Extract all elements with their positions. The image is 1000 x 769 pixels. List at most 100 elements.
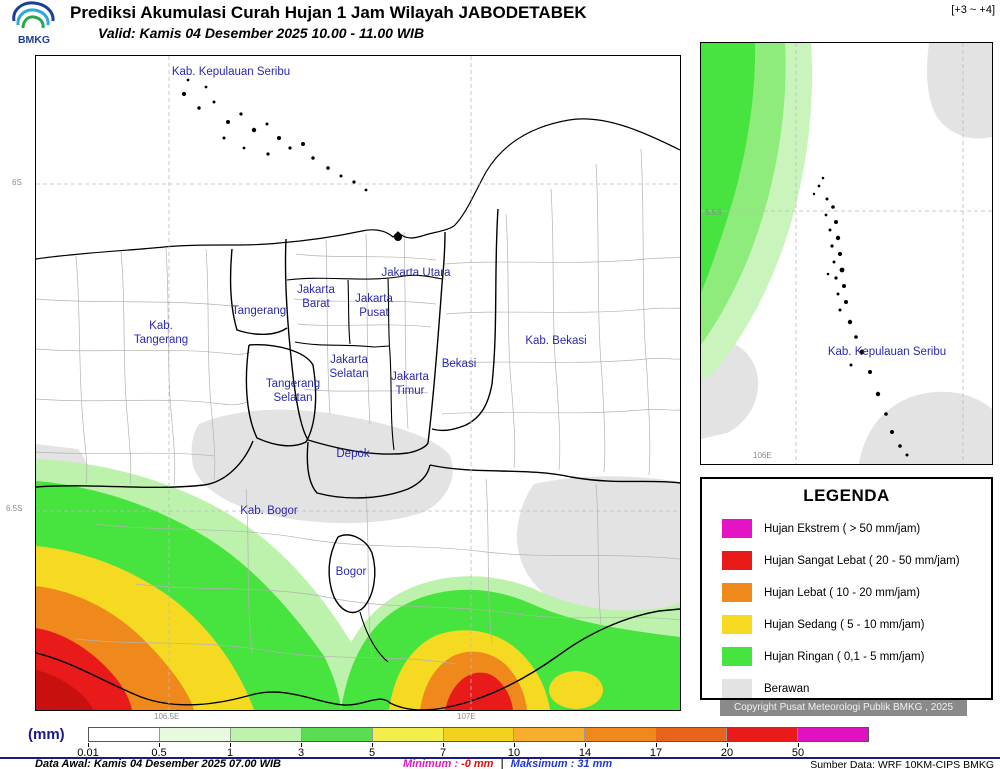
colorbar-tick <box>727 743 728 747</box>
label-tangerang: Tangerang <box>232 305 286 317</box>
label-depok: Depok <box>336 448 369 460</box>
colorbar-tick-label: 0.01 <box>77 747 99 759</box>
colorbar-tick <box>301 743 302 747</box>
legend-swatch <box>722 551 752 570</box>
colorbar-unit: (mm) <box>28 726 65 743</box>
legend-swatch <box>722 583 752 602</box>
label-jakarta-utara: Jakarta Utara <box>381 267 451 279</box>
colorbar-tick <box>443 743 444 747</box>
colorbar-tick <box>656 743 657 747</box>
minimum-value: -0 mm <box>461 758 494 769</box>
main-map-svg: Kab. Kepulauan Seribu Jakarta Utara Jaka… <box>35 56 681 711</box>
district-boundaries <box>35 208 681 711</box>
colorbar-segment <box>89 728 160 741</box>
colorbar-tick-label: 14 <box>578 747 592 759</box>
legend-item: Hujan Ekstrem ( > 50 mm/jam) <box>722 519 991 538</box>
inset-cloud-layer <box>701 43 992 464</box>
footer-rule <box>0 757 1000 759</box>
inset-map-svg: Kab. Kepulauan Seribu 5.5S 106E <box>701 43 992 464</box>
legend-item: Hujan Sangat Lebat ( 20 - 50 mm/jam) <box>722 551 991 570</box>
label-kab-bogor: Kab. Bogor <box>240 505 298 517</box>
legend-item: Hujan Ringan ( 0,1 - 5 mm/jam) <box>722 647 991 666</box>
colorbar-segment <box>230 728 302 741</box>
minmax-text: Minimum : -0 mm | Maksimum : 31 mm <box>403 758 612 769</box>
lon-label-106-5e: 106.5E <box>154 712 180 721</box>
colorbar-segment <box>798 728 868 741</box>
inset-label-kab-kepulauan-seribu: Kab. Kepulauan Seribu <box>828 346 946 358</box>
islands <box>182 78 368 192</box>
bmkg-logo-emblem: BMKG <box>12 1 55 46</box>
inset-rainfall-layer <box>701 43 813 381</box>
colorbar-tick-label: 17 <box>649 747 663 759</box>
rainfall-layer <box>36 459 680 710</box>
label-kab-bekasi: Kab. Bekasi <box>525 335 586 347</box>
legend-label: Hujan Ringan ( 0,1 - 5 mm/jam) <box>764 650 925 663</box>
kecamatan-boundaries <box>35 148 681 665</box>
label-jakarta-barat-1: Jakarta <box>297 284 335 296</box>
inset-lat-label: 5.5S <box>705 208 721 217</box>
valid-time: Valid: Kamis 04 Desember 2025 10.00 - 11… <box>98 25 425 41</box>
lon-label-107e: 107E <box>457 712 476 721</box>
colorbar-tick <box>372 743 373 747</box>
colorbar-tick-label: 1 <box>226 747 234 759</box>
label-jakarta-barat-2: Barat <box>302 298 330 310</box>
colorbar-tick <box>514 743 515 747</box>
place-labels: Kab. Kepulauan Seribu Jakarta Utara Jaka… <box>134 66 587 578</box>
legend-label: Hujan Lebat ( 10 - 20 mm/jam) <box>764 586 920 599</box>
legend-label: Hujan Sedang ( 5 - 10 mm/jam) <box>764 618 925 631</box>
lat-label-6s: 6S <box>12 178 22 187</box>
colorbar-tick <box>798 743 799 747</box>
port-area <box>394 233 402 241</box>
main-map: Kab. Kepulauan Seribu Jakarta Utara Jaka… <box>35 55 681 711</box>
label-tangerang-selatan-1: Tangerang <box>266 378 320 390</box>
legend-title: LEGENDA <box>803 486 890 505</box>
legend-swatch <box>722 679 752 698</box>
forecast-lead-badge: [+3 ~ +4] <box>951 4 995 16</box>
legend-swatch <box>722 615 752 634</box>
label-kab-tangerang-2: Tangerang <box>134 334 188 346</box>
colorbar-tick-label: 7 <box>439 747 447 759</box>
colorbar-tick-label: 10 <box>507 747 521 759</box>
colorbar-tick <box>230 743 231 747</box>
legend-label: Berawan <box>764 682 810 695</box>
colorbar-segment <box>301 728 373 741</box>
lat-label-6-5s: 6.5S <box>6 504 23 513</box>
maksimum-label: Maksimum : <box>510 758 575 769</box>
colorbar-tick <box>159 743 160 747</box>
colorbar-segment <box>656 728 728 741</box>
label-jakarta-timur-2: Timur <box>396 385 425 397</box>
data-source-text: Sumber Data: WRF 10KM-CIPS BMKG <box>810 759 994 769</box>
label-bogor: Bogor <box>336 566 367 578</box>
legend-item: Hujan Sedang ( 5 - 10 mm/jam) <box>722 615 991 634</box>
maksimum-value: 31 mm <box>577 758 613 769</box>
label-jakarta-selatan-2: Selatan <box>329 368 368 380</box>
legend-label: Hujan Ekstrem ( > 50 mm/jam) <box>764 522 921 535</box>
legend-box: LEGENDA Hujan Ekstrem ( > 50 mm/jam) Huja… <box>700 477 993 700</box>
label-tangerang-selatan-2: Selatan <box>273 392 312 404</box>
colorbar-tick-label: 3 <box>297 747 305 759</box>
label-jakarta-pusat-1: Jakarta <box>355 293 393 305</box>
colorbar-segment <box>159 728 231 741</box>
minimum-label: Minimum : <box>403 758 458 769</box>
label-kab-kepulauan-seribu: Kab. Kepulauan Seribu <box>172 66 290 78</box>
colorbar-tick-label: 50 <box>791 747 805 759</box>
colorbar-tick <box>585 743 586 747</box>
legend-item: Berawan <box>722 679 991 698</box>
label-jakarta-pusat-2: Pusat <box>359 307 389 319</box>
colorbar-segment <box>514 728 586 741</box>
inset-lon-label: 106E <box>753 451 772 460</box>
minmax-separator: | <box>500 758 504 769</box>
colorbar-tick-label: 5 <box>368 747 376 759</box>
legend-swatch <box>722 519 752 538</box>
legend-swatch <box>722 647 752 666</box>
legend-label: Hujan Sangat Lebat ( 20 - 50 mm/jam) <box>764 554 960 567</box>
inset-islands <box>812 176 909 457</box>
label-jakarta-selatan-1: Jakarta <box>330 354 368 366</box>
label-bekasi: Bekasi <box>442 358 477 370</box>
label-kab-tangerang-1: Kab. <box>149 320 173 332</box>
data-awal-text: Data Awal: Kamis 04 Desember 2025 07.00 … <box>35 758 281 769</box>
colorbar-segment <box>585 728 657 741</box>
legend-item: Hujan Lebat ( 10 - 20 mm/jam) <box>722 583 991 602</box>
colorbar-tick-label: 20 <box>720 747 734 759</box>
